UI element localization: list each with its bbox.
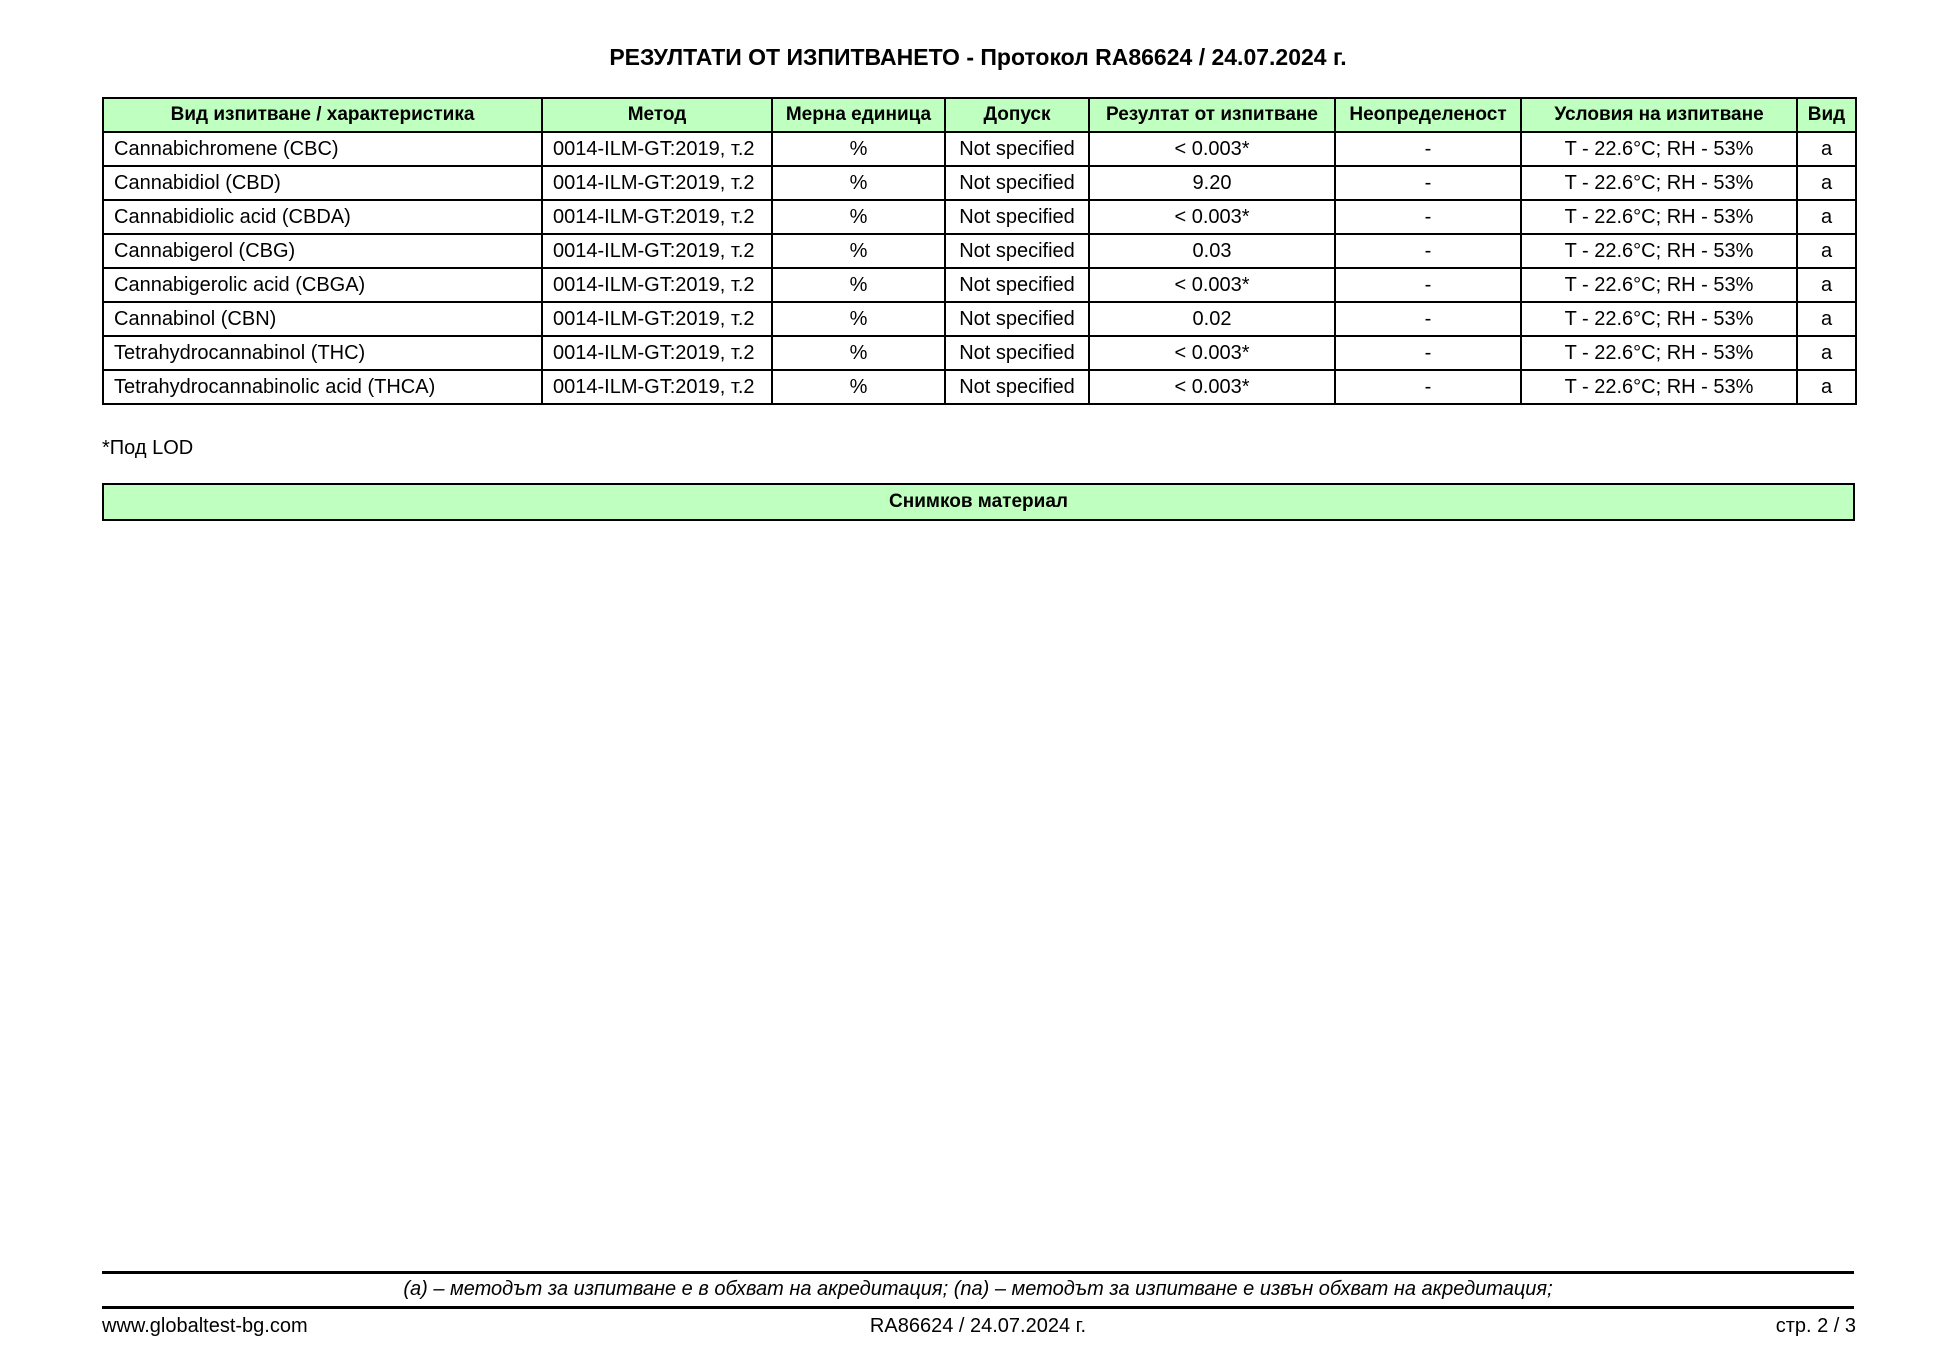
table-row: Tetrahydrocannabinolic acid (THCA) 0014-I… xyxy=(102,369,1857,405)
column-header: Неопределеност xyxy=(1334,97,1522,133)
table-cell: T - 22.6°C; RH - 53% xyxy=(1520,267,1798,303)
table-cell: Not specified xyxy=(944,165,1090,201)
table-cell: 0.02 xyxy=(1088,301,1336,337)
table-row: Cannabidiolic acid (CBDA) 0014-ILM-GT:201… xyxy=(102,199,1857,235)
table-cell: < 0.003* xyxy=(1088,199,1336,235)
table-cell: - xyxy=(1334,335,1522,371)
table-cell: 0014-ILM-GT:2019, т.2 xyxy=(541,369,773,405)
table-cell: Tetrahydrocannabinolic acid (THCA) xyxy=(102,369,543,405)
table-row: Cannabinol (CBN) 0014-ILM-GT:2019, т.2% No… xyxy=(102,301,1857,337)
divider xyxy=(102,1271,1854,1274)
table-cell: - xyxy=(1334,233,1522,269)
divider xyxy=(102,1306,1854,1309)
table-cell: 0014-ILM-GT:2019, т.2 xyxy=(541,199,773,235)
table-cell: - xyxy=(1334,369,1522,405)
table-cell: a xyxy=(1796,267,1857,303)
table-cell: Not specified xyxy=(944,131,1090,167)
table-cell: 0014-ILM-GT:2019, т.2 xyxy=(541,165,773,201)
table-cell: % xyxy=(771,369,946,405)
footnote: *Под LOD xyxy=(102,437,194,459)
table-cell: 0014-ILM-GT:2019, т.2 xyxy=(541,233,773,269)
table-cell: T - 22.6°C; RH - 53% xyxy=(1520,165,1798,201)
table-cell: T - 22.6°C; RH - 53% xyxy=(1520,369,1798,405)
table-cell: T - 22.6°C; RH - 53% xyxy=(1520,233,1798,269)
table-cell: Not specified xyxy=(944,199,1090,235)
column-header: Резултат от изпитване xyxy=(1088,97,1336,133)
table-cell: Cannabinol (CBN) xyxy=(102,301,543,337)
photo-section-header: Снимков материал xyxy=(102,483,1855,521)
column-header: Вид xyxy=(1796,97,1857,133)
table-cell: Cannabidiolic acid (CBDA) xyxy=(102,199,543,235)
table-row: Cannabidiol (CBD) 0014-ILM-GT:2019, т.2% N… xyxy=(102,165,1857,201)
table-row: Cannabigerol (CBG) 0014-ILM-GT:2019, т.2%… xyxy=(102,233,1857,269)
table-cell: 0014-ILM-GT:2019, т.2 xyxy=(541,267,773,303)
table-cell: T - 22.6°C; RH - 53% xyxy=(1520,199,1798,235)
table-cell: - xyxy=(1334,131,1522,167)
table-cell: % xyxy=(771,131,946,167)
footer-page-number: стр. 2 / 3 xyxy=(1775,1315,1856,1337)
table-cell: a xyxy=(1796,369,1857,405)
table-cell: Not specified xyxy=(944,267,1090,303)
table-row: Tetrahydrocannabinol (THC) 0014-ILM-GT:20… xyxy=(102,335,1857,371)
table-cell: < 0.003* xyxy=(1088,267,1336,303)
table-cell: - xyxy=(1334,199,1522,235)
page-title: РЕЗУЛТАТИ ОТ ИЗПИТВАНЕТО - Протокол RA86… xyxy=(609,44,1347,70)
table-cell: 0014-ILM-GT:2019, т.2 xyxy=(541,131,773,167)
table-cell: T - 22.6°C; RH - 53% xyxy=(1520,131,1798,167)
table-cell: Tetrahydrocannabinol (THC) xyxy=(102,335,543,371)
column-header: Допуск xyxy=(944,97,1090,133)
table-cell: Cannabigerolic acid (CBGA) xyxy=(102,267,543,303)
table-cell: < 0.003* xyxy=(1088,131,1336,167)
table-cell: - xyxy=(1334,267,1522,303)
column-header: Вид изпитване / характеристика xyxy=(102,97,543,133)
table-cell: % xyxy=(771,301,946,337)
table-cell: T - 22.6°C; RH - 53% xyxy=(1520,335,1798,371)
column-header: Метод xyxy=(541,97,773,133)
table-cell: % xyxy=(771,267,946,303)
table-cell: 9.20 xyxy=(1088,165,1336,201)
table-cell: a xyxy=(1796,165,1857,201)
table-cell: % xyxy=(771,233,946,269)
table-cell: - xyxy=(1334,165,1522,201)
table-cell: a xyxy=(1796,335,1857,371)
table-cell: Cannabigerol (CBG) xyxy=(102,233,543,269)
results-table: Вид изпитване / характеристика Метод Мерна… xyxy=(102,97,1857,405)
table-cell: % xyxy=(771,335,946,371)
table-cell: % xyxy=(771,199,946,235)
table-header-row: Вид изпитване / характеристика Метод Мерна… xyxy=(102,97,1857,133)
column-header: Условия на изпитване xyxy=(1520,97,1798,133)
footer-website: www.globaltest-bg.com xyxy=(102,1315,308,1337)
column-header: Мерна единица xyxy=(771,97,946,133)
table-cell: Not specified xyxy=(944,335,1090,371)
table-cell: a xyxy=(1796,199,1857,235)
table-cell: < 0.003* xyxy=(1088,369,1336,405)
table-cell: Not specified xyxy=(944,369,1090,405)
table-cell: % xyxy=(771,165,946,201)
table-cell: a xyxy=(1796,131,1857,167)
table-cell: 0014-ILM-GT:2019, т.2 xyxy=(541,301,773,337)
table-cell: Not specified xyxy=(944,233,1090,269)
table-row: Cannabichromene (CBC) 0014-ILM-GT:2019, т… xyxy=(102,131,1857,167)
table-cell: Cannabidiol (CBD) xyxy=(102,165,543,201)
table-cell: 0014-ILM-GT:2019, т.2 xyxy=(541,335,773,371)
table-cell: - xyxy=(1334,301,1522,337)
table-cell: a xyxy=(1796,233,1857,269)
table-cell: 0.03 xyxy=(1088,233,1336,269)
footer-protocol: RA86624 / 24.07.2024 г. xyxy=(869,1315,1087,1337)
table-cell: Cannabichromene (CBC) xyxy=(102,131,543,167)
table-row: Cannabigerolic acid (CBGA) 0014-ILM-GT:20… xyxy=(102,267,1857,303)
table-cell: Not specified xyxy=(944,301,1090,337)
table-cell: < 0.003* xyxy=(1088,335,1336,371)
table-cell: a xyxy=(1796,301,1857,337)
accreditation-note: (a) – методът за изпитване е в обхват на… xyxy=(403,1278,1553,1300)
table-cell: T - 22.6°C; RH - 53% xyxy=(1520,301,1798,337)
